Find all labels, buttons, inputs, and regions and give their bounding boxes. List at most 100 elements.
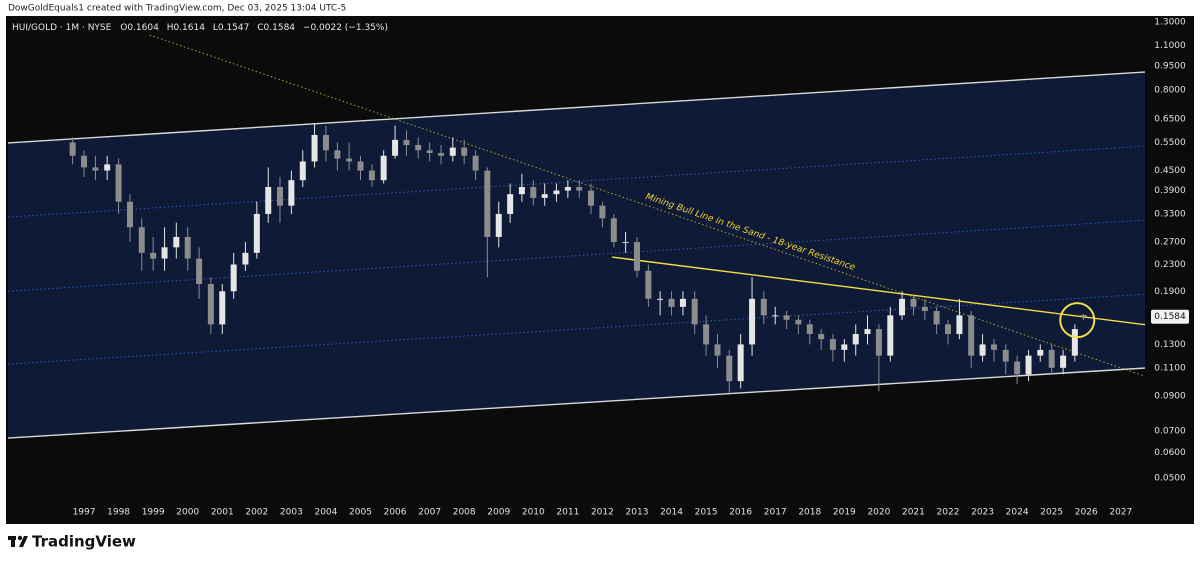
candle-body [357,161,364,171]
x-tick-label: 2012 [591,508,614,518]
x-tick-label: 2004 [314,508,337,518]
candle-body [69,142,76,156]
x-tick-label: 2019 [833,508,856,518]
candle-body [380,155,387,181]
candle-body [990,344,997,350]
candle-body [899,298,906,316]
ohlc-key: H [167,23,174,33]
candle-body [104,164,111,171]
candle-body [138,227,145,253]
candle-body [783,315,790,320]
candle-body [818,334,825,340]
candle-body [795,319,802,325]
x-tick-label: 2011 [556,508,579,518]
candle-body [553,190,560,195]
candle-body [161,247,168,259]
candle-body [288,180,295,206]
trend-line [149,34,1145,377]
x-tick-label: 2010 [522,508,545,518]
x-tick-label: 1999 [142,508,165,518]
x-tick-label: 1998 [107,508,130,518]
y-tick-label: 0.1100 [1154,363,1186,373]
candle-body [841,344,848,350]
candle-body [760,298,767,316]
ohlc-key: L [213,23,218,33]
legend-header: HUI/GOLD · 1M · NYSE O0.1604 H0.1614 L0.… [12,23,388,33]
trend-line [8,71,1145,144]
candle-body [472,155,479,171]
candle-body [92,167,99,171]
x-tick-label: 2008 [453,508,476,518]
y-tick-label: 1.3000 [1154,17,1186,27]
x-tick-label: 2000 [176,508,199,518]
candle-body [657,298,664,300]
candle-body [933,311,940,325]
y-tick-label: 0.0700 [1154,427,1186,437]
x-tick-label: 2017 [764,508,787,518]
candle-body [276,187,283,206]
candle-body [81,155,88,168]
candle-body [403,139,410,145]
candle-body [115,164,122,202]
candle-body [484,170,491,237]
candle-body [737,344,744,382]
candle-body [945,324,952,335]
x-tick-label: 2001 [211,508,234,518]
brand: TradingView [32,533,136,551]
candle-body [1071,329,1078,356]
candle-body [426,150,433,153]
candle-body [622,242,629,244]
x-tick-label: 2005 [349,508,372,518]
candle-body [184,236,191,259]
credit: DowGoldEquals1 created with TradingView.… [8,4,346,14]
x-tick-label: 2027 [1109,508,1132,518]
candle-body [588,190,595,206]
x-tick-label: 2026 [1075,508,1098,518]
candle-body [299,161,306,181]
candle-body [610,218,617,243]
candle-body [392,139,399,156]
symbol: HUI/GOLD · 1M · NYSE [12,23,112,33]
x-tick-label: 2003 [280,508,303,518]
candle-body [1025,355,1032,375]
candle-body [772,315,779,317]
y-tick-label: 0.1300 [1154,340,1186,350]
candle-body [875,329,882,356]
candle-body [334,150,341,159]
candle-layer [69,123,1087,393]
y-tick-label: 0.0900 [1154,391,1186,401]
x-tick-label: 2022 [937,508,960,518]
candle-body [346,158,353,162]
candle-body [956,315,963,335]
candle-body [852,334,859,345]
candle-body [645,270,652,299]
drawing-layer [8,34,1145,439]
highlight-circle [1059,302,1096,339]
candle-body [703,324,710,345]
y-tick-label: 0.4500 [1154,166,1186,176]
ohlc-value: 0.1584 [264,23,296,33]
candle-body [242,252,249,265]
trend-line [8,367,1145,439]
candle-body [207,284,214,325]
last-price-box [1151,309,1189,324]
candle-body [507,194,514,214]
candle-body [749,298,756,345]
candle-body [1014,361,1021,375]
trend-line [8,219,1145,292]
candle-body [495,213,502,237]
x-tick-label: 2021 [902,508,925,518]
change: −0.0022 (−1.35%) [303,23,388,33]
candle-body [196,258,203,285]
candle-body [726,355,733,382]
candle-body [530,187,537,198]
y-tick-label: 0.6500 [1154,115,1186,125]
candle-body [910,298,917,307]
candle-body [415,144,422,151]
ohlc-value: 0.1614 [173,23,205,33]
x-tick-label: 2014 [660,508,683,518]
candle-body [311,134,318,162]
ohlc-key: O [120,23,127,33]
y-tick-label: 0.0500 [1154,474,1186,484]
